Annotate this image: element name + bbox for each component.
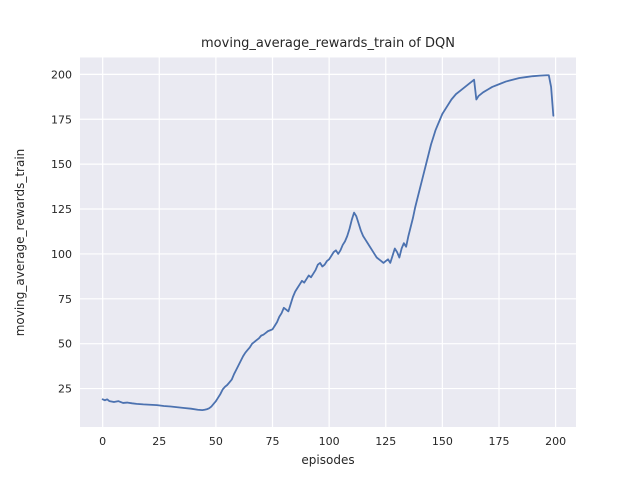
tick-labels: 0 25 50 75 100 125 150 175 200 25 50 75 100 125 150 175… bbox=[51, 68, 566, 448]
gridlines bbox=[80, 57, 576, 427]
y-tick-label: 125 bbox=[51, 203, 72, 216]
y-tick-label: 150 bbox=[51, 158, 72, 171]
y-tick-label: 50 bbox=[58, 338, 72, 351]
y-tick-label: 175 bbox=[51, 113, 72, 126]
x-axis-label: episodes bbox=[301, 453, 354, 467]
y-tick-label: 100 bbox=[51, 248, 72, 261]
y-tick-label: 75 bbox=[58, 293, 72, 306]
x-tick-label: 25 bbox=[152, 435, 166, 448]
y-axis-label: moving_average_rewards_train bbox=[13, 149, 27, 337]
y-tick-label: 25 bbox=[58, 383, 72, 396]
line-series-moving-average-rewards bbox=[101, 74, 555, 412]
x-tick-label: 100 bbox=[319, 435, 340, 448]
chart-title: moving_average_rewards_train of DQN bbox=[201, 36, 455, 51]
x-tick-label: 0 bbox=[99, 435, 106, 448]
x-tick-label: 175 bbox=[489, 435, 510, 448]
x-tick-label: 50 bbox=[209, 435, 223, 448]
x-tick-label: 75 bbox=[266, 435, 280, 448]
x-tick-label: 125 bbox=[375, 435, 396, 448]
plot-area bbox=[80, 57, 576, 427]
x-tick-label: 150 bbox=[432, 435, 453, 448]
y-tick-label: 200 bbox=[51, 68, 72, 81]
x-tick-label: 200 bbox=[545, 435, 566, 448]
